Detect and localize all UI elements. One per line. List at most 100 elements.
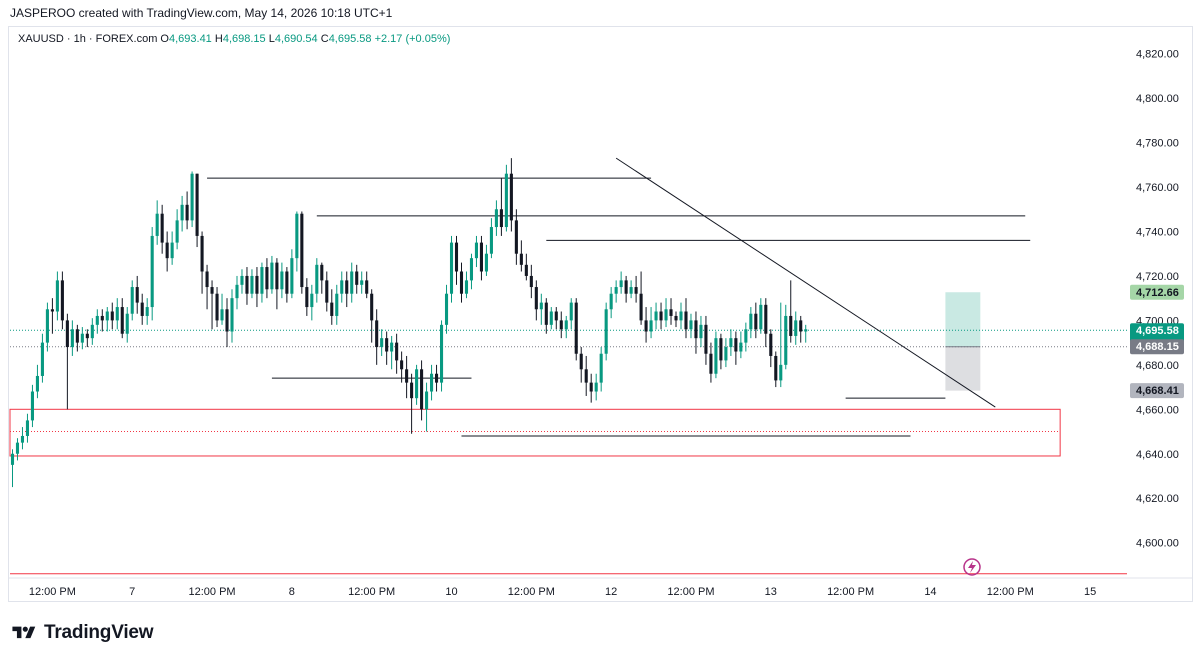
candle [629,280,633,299]
candle-body [385,338,389,352]
candle-body [290,258,294,294]
candle-body [589,382,593,392]
candle-body [215,293,219,321]
candle [684,298,688,339]
candle [549,307,553,330]
candle [20,427,25,450]
candle [430,364,434,401]
candle-body [804,329,808,332]
x-tick-label: 12 [605,586,617,598]
candle-body [100,315,104,321]
candle [649,307,653,339]
candle [769,329,773,368]
candle [425,382,429,432]
candle-body [799,320,803,332]
candle-body [699,324,703,339]
candle [350,262,354,303]
candle [609,287,613,319]
candle-body [469,258,474,281]
candle [250,269,254,299]
candle-body [524,264,528,276]
x-tick-label: 13 [765,586,777,598]
price-tag-entry: 4,688.15 [1130,339,1184,355]
candle [180,195,184,232]
candle [60,271,64,330]
candle [479,235,483,281]
x-tick-label: 12:00 PM [508,586,555,598]
candle [679,302,683,330]
candle-body [619,280,623,288]
candle-body [265,267,269,290]
candle [65,313,69,410]
x-tick-label: 12:00 PM [189,586,236,598]
candle-body [160,213,164,243]
candle-body [410,382,414,399]
candle-body [355,271,359,285]
candle [360,271,364,294]
candle-body [704,324,708,354]
candle-body [210,287,214,294]
candle [744,322,748,352]
candle-body [769,333,773,356]
candle-body [80,333,84,343]
candle [764,298,768,348]
candle-body [614,287,618,294]
candle [734,331,738,365]
candle-body [255,275,259,294]
candle-body [225,309,229,332]
candle-body [489,227,493,254]
candle [539,293,543,325]
candle-body [719,338,723,361]
candle-body [270,262,274,290]
candle-body [285,271,289,294]
candle [619,271,623,294]
lightning-alert-icon[interactable] [963,558,981,576]
candle-body [295,213,299,259]
candle [320,262,324,294]
candle-body [105,311,109,321]
candle-body [459,271,464,294]
candle [140,293,144,325]
candle-body [514,220,518,254]
candle-body [599,353,603,383]
candle-body [574,302,578,354]
candle [754,302,758,339]
candle [340,271,344,303]
candle [454,235,459,285]
candle [534,280,538,321]
candle [365,271,369,299]
candle-body [320,264,324,281]
candle-body [170,242,174,259]
candle-body [659,311,663,321]
candle-body [579,353,583,370]
candle [709,342,713,383]
candle-body [529,275,533,288]
candle [689,313,693,339]
candle [310,284,314,321]
candle [674,311,678,328]
symbol-info[interactable]: XAUUSD · 1h · FOREX.com [18,33,158,45]
candle-body [260,267,264,294]
ohlc-legend: XAUUSD · 1h · FOREX.com O4,693.41 H4,698… [18,33,450,45]
candle-body [150,235,154,308]
price-tag-label: 4,668.41 [1136,385,1179,397]
candle-body [335,293,339,316]
candle [230,289,234,343]
candle [779,302,783,388]
candle-body [230,298,234,332]
tradingview-brand[interactable]: TradingView [10,622,154,644]
candle-body [604,309,608,354]
candle [719,333,723,370]
candle [614,280,618,303]
candle [639,271,643,325]
high-value: 4,698.15 [222,33,266,45]
candle-body [85,333,89,339]
candle [694,311,698,354]
candle-body [205,271,209,288]
close-value: 4,695.58 [328,33,372,45]
candle [664,298,668,328]
candle [105,307,109,332]
candle [90,318,94,345]
candle [794,311,798,345]
